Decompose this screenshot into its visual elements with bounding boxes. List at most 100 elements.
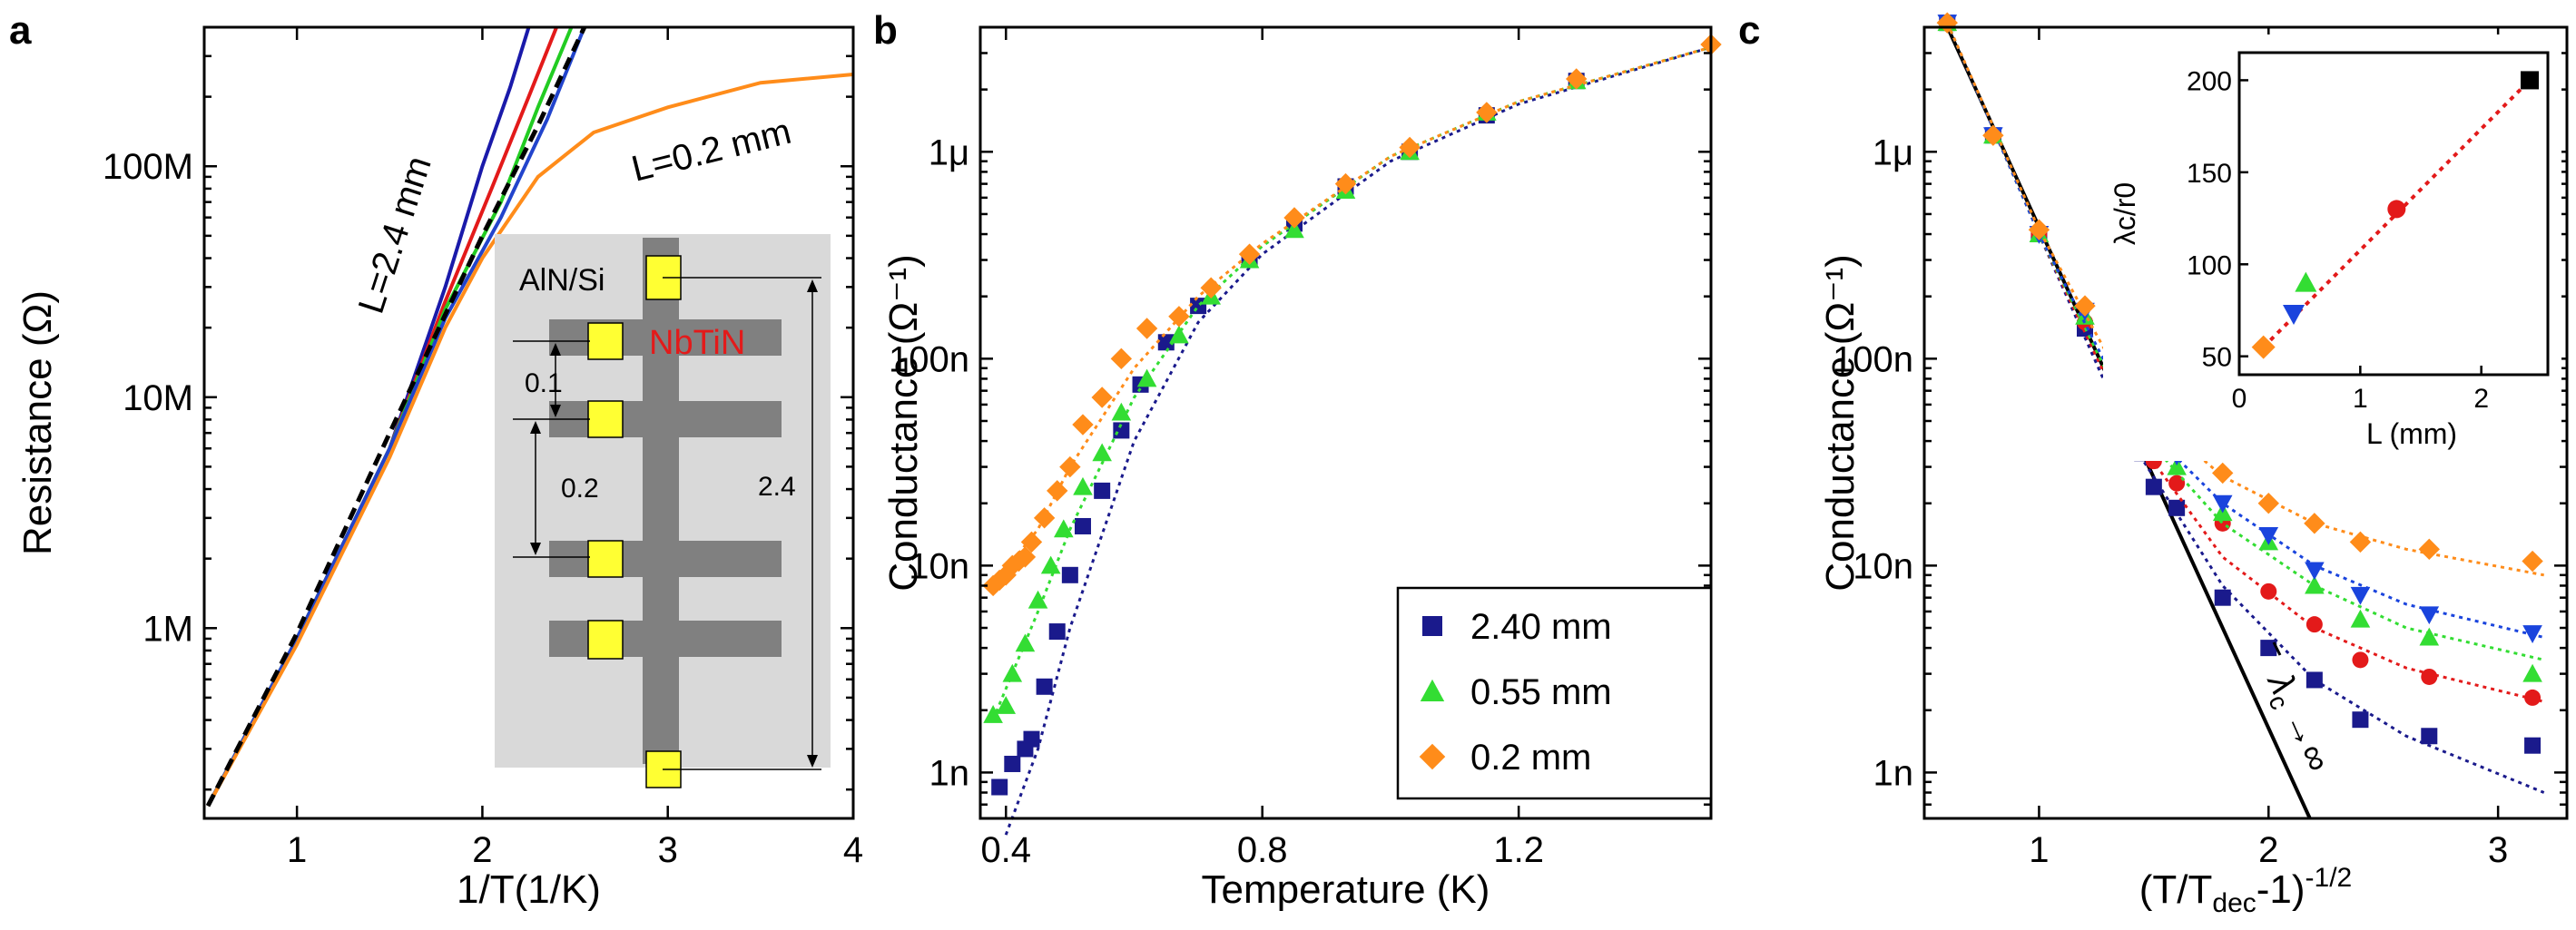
legend: 2.40 mm 0.55 mm 0.2 mm	[1396, 586, 1713, 800]
legend-label: 0.2 mm	[1470, 738, 1591, 778]
inset-frame	[2237, 51, 2550, 377]
data-point	[2350, 586, 2371, 605]
inset-data-point	[2251, 335, 2276, 359]
x-tick-label: 0.8	[1237, 830, 1288, 870]
data-point	[2421, 668, 2438, 685]
y-tick-label: 1M	[143, 609, 193, 649]
data-point	[2214, 589, 2231, 606]
film-label: NbTiN	[649, 324, 745, 362]
data-point	[2421, 728, 2438, 745]
data-point	[1283, 207, 1305, 229]
data-point	[1072, 414, 1094, 436]
series-line-blue	[206, 26, 531, 808]
x-tick-label: 4	[843, 830, 863, 870]
data-point	[2350, 609, 2371, 628]
data-point	[1136, 368, 1157, 387]
y-axis-label: Conductance (Ω⁻¹)	[1818, 254, 1863, 592]
data-point	[2306, 671, 2323, 689]
panel-a-chart: 1 2 3 4 1M 10M 100M 1/T(1/K) Resistance (Ω) L=2.…	[15, 25, 863, 912]
legend-label: 0.55 mm	[1470, 672, 1612, 712]
x-tick-label: 2	[472, 830, 492, 870]
panel-letter-a: a	[9, 8, 32, 53]
contact-pad	[587, 620, 624, 660]
series-line-l-0-2-mm	[206, 73, 854, 808]
y-tick-label: 1μ	[929, 132, 969, 172]
data-point	[996, 696, 1017, 714]
data-point	[991, 778, 1008, 796]
inset-x-axis-label: L (mm)	[2366, 417, 2457, 450]
data-point	[1004, 755, 1021, 772]
data-point	[1091, 387, 1113, 408]
limit-arrow	[2272, 641, 2282, 656]
legend-marker	[1419, 743, 1446, 770]
inset-data-point	[2283, 305, 2305, 326]
data-point	[2306, 616, 2323, 633]
inset-y-tick-label: 100	[2187, 250, 2232, 280]
data-point	[2212, 494, 2233, 514]
y-tick-label: 1μ	[1873, 132, 1913, 172]
data-point	[1059, 455, 1081, 478]
contact-pad	[587, 400, 624, 438]
data-point	[2419, 627, 2440, 646]
data-point	[2524, 737, 2542, 754]
data-point	[983, 705, 1003, 723]
contact-pad	[587, 540, 624, 578]
data-point	[1053, 519, 1074, 538]
x-tick-label: 3	[658, 830, 678, 870]
data-point	[2028, 219, 2050, 240]
data-point	[2305, 562, 2325, 581]
data-point	[2522, 663, 2542, 682]
data-point	[1284, 220, 1304, 239]
data-point	[1936, 12, 1958, 34]
data-point	[2304, 513, 2325, 534]
legend-label: 2.40 mm	[1470, 607, 1612, 647]
y-tick-label: 100n	[889, 339, 969, 379]
data-point	[1033, 507, 1056, 529]
data-point	[2258, 527, 2279, 545]
legend-marker	[1422, 616, 1442, 636]
data-point	[2145, 478, 2162, 495]
data-point	[2349, 531, 2372, 553]
x-tick-label: 1	[287, 830, 307, 870]
panel-letter-c: c	[1738, 8, 1760, 53]
substrate-label: AlN/Si	[519, 263, 605, 298]
data-point	[2522, 625, 2542, 643]
inset-x-tick-label: 2	[2473, 384, 2489, 414]
panel-letter-b: b	[873, 8, 898, 53]
data-point	[1002, 663, 1023, 682]
data-point	[2257, 493, 2279, 514]
legend-box	[1396, 586, 1713, 800]
data-point	[2168, 475, 2186, 492]
dimension-label-0.2: 0.2	[561, 474, 599, 504]
dimension-arrowheads	[530, 279, 818, 768]
series-line-fit	[205, 25, 587, 808]
x-tick-label: 1.2	[1493, 830, 1544, 870]
data-point	[1566, 68, 1588, 90]
data-point	[1157, 334, 1175, 351]
inset-y-tick-label: 50	[2202, 343, 2232, 373]
y-tick-label: 10n	[909, 546, 969, 586]
y-tick-label: 100n	[1833, 339, 1913, 379]
data-point	[2524, 689, 2542, 706]
inset-y-tick-label: 150	[2187, 159, 2232, 189]
data-point	[1048, 623, 1066, 641]
inset-y-tick-label: 200	[2187, 66, 2232, 96]
inset-y-axis-label: λc/r0	[2109, 182, 2141, 245]
annotation-L-0.2mm: L=0.2 mm	[628, 112, 795, 190]
x-tick-label: 0.4	[980, 830, 1031, 870]
inset-x-tick-label: 1	[2353, 384, 2368, 414]
nbtin-arm	[549, 541, 782, 577]
annotation-L-2.4mm: L=2.4 mm	[351, 152, 439, 318]
y-tick-label: 1n	[929, 753, 970, 793]
inset-data-point	[2295, 271, 2317, 292]
y-tick-label: 10n	[1853, 546, 1913, 586]
data-point	[2212, 462, 2234, 485]
inset-background	[2103, 34, 2561, 461]
y-tick-label: 10M	[123, 378, 193, 418]
data-point	[1136, 318, 1158, 339]
data-point	[2522, 550, 2543, 573]
y-axis-label: Resistance (Ω)	[15, 290, 60, 555]
data-point	[1020, 531, 1043, 553]
data-point	[1047, 480, 1068, 502]
contact-pad	[587, 322, 624, 360]
